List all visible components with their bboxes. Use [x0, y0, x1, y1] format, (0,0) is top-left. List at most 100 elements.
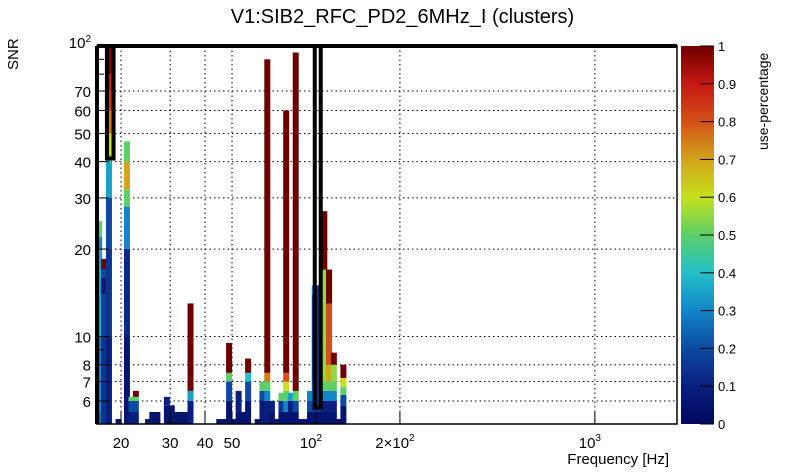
colorbar-tick-label: 0.5: [718, 228, 736, 243]
heatmap-cell: [132, 390, 139, 397]
heatmap-cell: [316, 411, 323, 424]
x-tick-label: 50: [224, 435, 241, 452]
heatmap-cell: [307, 400, 314, 412]
heatmap-cell: [226, 372, 233, 382]
heatmap-cell: [259, 390, 266, 401]
heatmap-cell: [235, 390, 242, 412]
y-tick-label: 70: [74, 84, 91, 101]
heatmap-cell: [235, 411, 242, 424]
heatmap-cell: [292, 411, 299, 424]
heatmap-cell: [168, 405, 175, 424]
heatmap-cell: [101, 277, 108, 295]
x-tick-label: 30: [162, 435, 179, 452]
heatmap-cell: [287, 400, 294, 412]
y-tick-label: 40: [74, 155, 91, 172]
heatmap-cell: [96, 400, 103, 412]
heatmap-cell: [330, 352, 337, 365]
heatmap-cell: [132, 411, 139, 424]
heatmap-cell: [105, 110, 112, 134]
heatmap-cell: [101, 269, 108, 278]
heatmap-cell: [326, 411, 333, 424]
colorbar-tick-label: 0.9: [718, 77, 736, 92]
heatmap-cell: [321, 211, 328, 382]
heatmap-cell: [163, 405, 170, 424]
x-axis-label: Frequency [Hz]: [567, 451, 669, 468]
colorbar-ticks: 0 0.1 0.2 0.3 0.4 0.5 0.6 0.7 0.8 0.9 1: [700, 39, 736, 432]
heatmap-cell: [132, 396, 139, 401]
heatmap-cell: [105, 197, 112, 250]
heatmap-cell: [259, 400, 266, 424]
x-tick-label: 40: [197, 435, 214, 452]
heatmap-cell: [216, 419, 223, 424]
heatmap-cell: [101, 336, 108, 401]
y-tick-label: 8: [83, 358, 91, 375]
heatmap-cell: [283, 390, 290, 401]
heatmap-cell: [283, 381, 290, 391]
heatmap-cell: [178, 411, 185, 424]
heatmap-cell: [268, 400, 275, 412]
heatmap-cell: [115, 419, 122, 424]
heatmap-cell: [292, 52, 299, 391]
heatmap-cell: [187, 303, 194, 391]
heatmap-cell: [254, 419, 261, 424]
heatmap-cell: [187, 390, 194, 401]
heatmap-cell: [297, 419, 304, 424]
heatmap-cell: [340, 377, 347, 388]
heatmap-cell: [245, 400, 252, 424]
heatmap-cell: [326, 381, 333, 391]
chart-title: V1:SIB2_RFC_PD2_6MHz_I (clusters): [230, 6, 575, 28]
heatmap-cell: [330, 411, 337, 424]
heatmap-cell: [326, 390, 333, 401]
heatmap-cell: [145, 419, 152, 424]
colorbar-tick-label: 0: [718, 417, 725, 432]
heatmap-cell: [163, 396, 170, 406]
heatmap-cell: [340, 405, 347, 424]
heatmap-cell: [221, 419, 228, 424]
heatmap-cell: [101, 258, 108, 270]
heatmap-cell: [154, 411, 161, 424]
heatmap-cell: [330, 364, 337, 382]
y-tick-label: 60: [74, 103, 91, 120]
y-tick-label: 10: [74, 330, 91, 347]
y-tick-label: 30: [74, 191, 91, 208]
heatmap-cell: [149, 411, 156, 424]
heatmap-cell: [292, 390, 299, 401]
heatmap-cell: [330, 390, 337, 401]
heatmap-cell: [335, 419, 342, 424]
heatmap-cell: [183, 411, 190, 424]
heatmap-cell: [326, 364, 333, 382]
heatmap-cell: [321, 400, 328, 412]
heatmap-cell: [278, 411, 285, 424]
heatmap-cell: [321, 390, 328, 401]
y-tick-label: 6: [83, 394, 91, 411]
heatmap-cell: [245, 358, 252, 373]
heatmap-cell: [226, 343, 233, 373]
heatmap-cell: [278, 400, 285, 412]
heatmap-cell: [105, 133, 112, 156]
heatmap-cell: [292, 400, 299, 412]
heatmap-cell: [321, 211, 328, 270]
heatmap-cell: [123, 336, 130, 424]
heatmap-cell: [230, 419, 237, 424]
x-tick-label: 20: [113, 435, 130, 452]
colorbar-tick-label: 0.1: [718, 379, 736, 394]
heatmap-cell: [283, 400, 290, 412]
heatmap-cell: [264, 59, 271, 373]
heatmap-cell: [187, 400, 194, 424]
x-tick-label: 2×102: [375, 433, 415, 452]
heatmap-cell: [273, 419, 280, 424]
heatmap-cell: [96, 220, 103, 238]
y-tick-label: 7: [83, 375, 91, 392]
heatmap-cell: [96, 294, 103, 337]
heatmap-cells: [96, 46, 347, 424]
heatmap-cell: [326, 400, 333, 412]
heatmap-cell: [128, 396, 135, 401]
y-tick-label: 50: [74, 126, 91, 143]
heatmap-cell: [321, 381, 328, 391]
heatmap-cell: [132, 400, 139, 412]
y-tick-label: 102: [69, 34, 92, 52]
heatmap-cell: [330, 381, 337, 391]
colorbar-tick-label: 0.8: [718, 115, 736, 130]
heatmap-cell: [101, 294, 108, 337]
